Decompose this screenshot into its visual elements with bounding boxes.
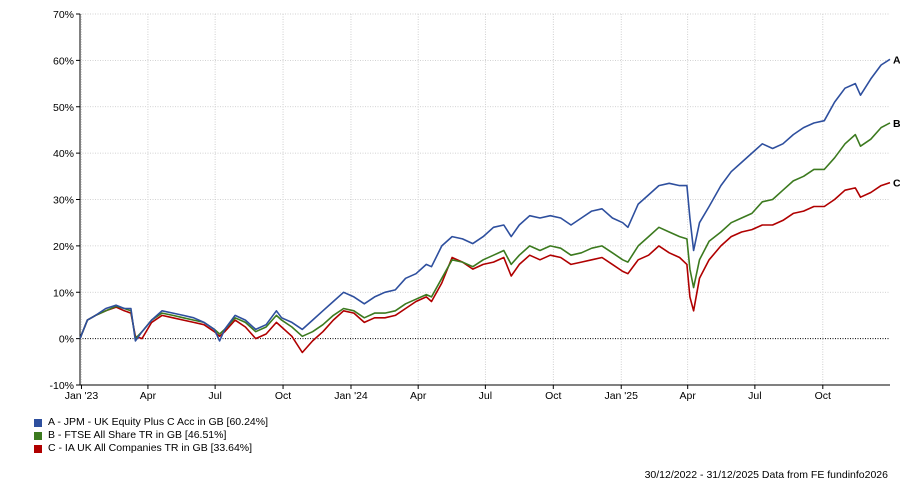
y-tick-label: 20% — [53, 241, 74, 253]
y-tick-label: 60% — [53, 55, 74, 67]
legend-label-c: C - IA UK All Companies TR in GB [33.64%… — [48, 442, 253, 454]
legend-swatch-b — [34, 431, 42, 440]
y-tick-label: 50% — [53, 102, 74, 114]
legend: A - JPM - UK Equity Plus C Acc in GB [60… — [34, 416, 268, 455]
x-tick-label: Jul — [479, 390, 492, 402]
x-tick-label: Jan '24 — [334, 390, 368, 402]
series-line-b — [79, 122, 891, 340]
y-tick-label: 70% — [53, 9, 74, 21]
y-tick-label: 0% — [59, 334, 74, 346]
x-tick-label: Jan '25 — [604, 390, 638, 402]
x-tick-label: Apr — [410, 390, 427, 402]
y-axis-ticks: -10% 0% 10% 20% 30% 40% 50% 60% 70% — [49, 9, 80, 392]
series-line-c — [79, 181, 891, 354]
x-tick-label: Jan '23 — [65, 390, 99, 402]
x-axis-ticks: Jan '23 Apr Jul Oct Jan '24 Apr Jul Oct Jan '25 A… — [65, 385, 831, 402]
series-end-label-c: C — [893, 178, 900, 190]
x-tick-label: Apr — [140, 390, 157, 402]
legend-item-b: B - FTSE All Share TR in GB [46.51%] — [34, 429, 268, 442]
gridlines — [80, 13, 890, 385]
x-tick-label: Apr — [680, 390, 697, 402]
y-tick-label: -10% — [49, 380, 74, 392]
series-end-label-a: A — [893, 54, 900, 66]
y-tick-label: 40% — [53, 148, 74, 160]
x-tick-label: Jul — [208, 390, 221, 402]
legend-label-b: B - FTSE All Share TR in GB [46.51%] — [48, 429, 227, 441]
series-end-label-b: B — [893, 118, 900, 130]
legend-swatch-c — [34, 444, 42, 453]
x-tick-label: Oct — [815, 390, 831, 402]
y-tick-label: 30% — [53, 195, 74, 207]
x-tick-label: Oct — [545, 390, 561, 402]
series-end-labels: C B A — [893, 54, 900, 189]
x-tick-label: Oct — [275, 390, 291, 402]
series-lines — [79, 58, 891, 354]
series-line-a — [79, 58, 891, 342]
legend-swatch-a — [34, 418, 42, 427]
footer-date-range-source: 30/12/2022 - 31/12/2025 Data from FE fun… — [644, 469, 888, 481]
legend-label-a: A - JPM - UK Equity Plus C Acc in GB [60… — [48, 416, 268, 428]
y-tick-label: 10% — [53, 287, 74, 299]
x-tick-label: Jul — [748, 390, 761, 402]
legend-item-c: C - IA UK All Companies TR in GB [33.64%… — [34, 442, 268, 455]
legend-item-a: A - JPM - UK Equity Plus C Acc in GB [60… — [34, 416, 268, 429]
